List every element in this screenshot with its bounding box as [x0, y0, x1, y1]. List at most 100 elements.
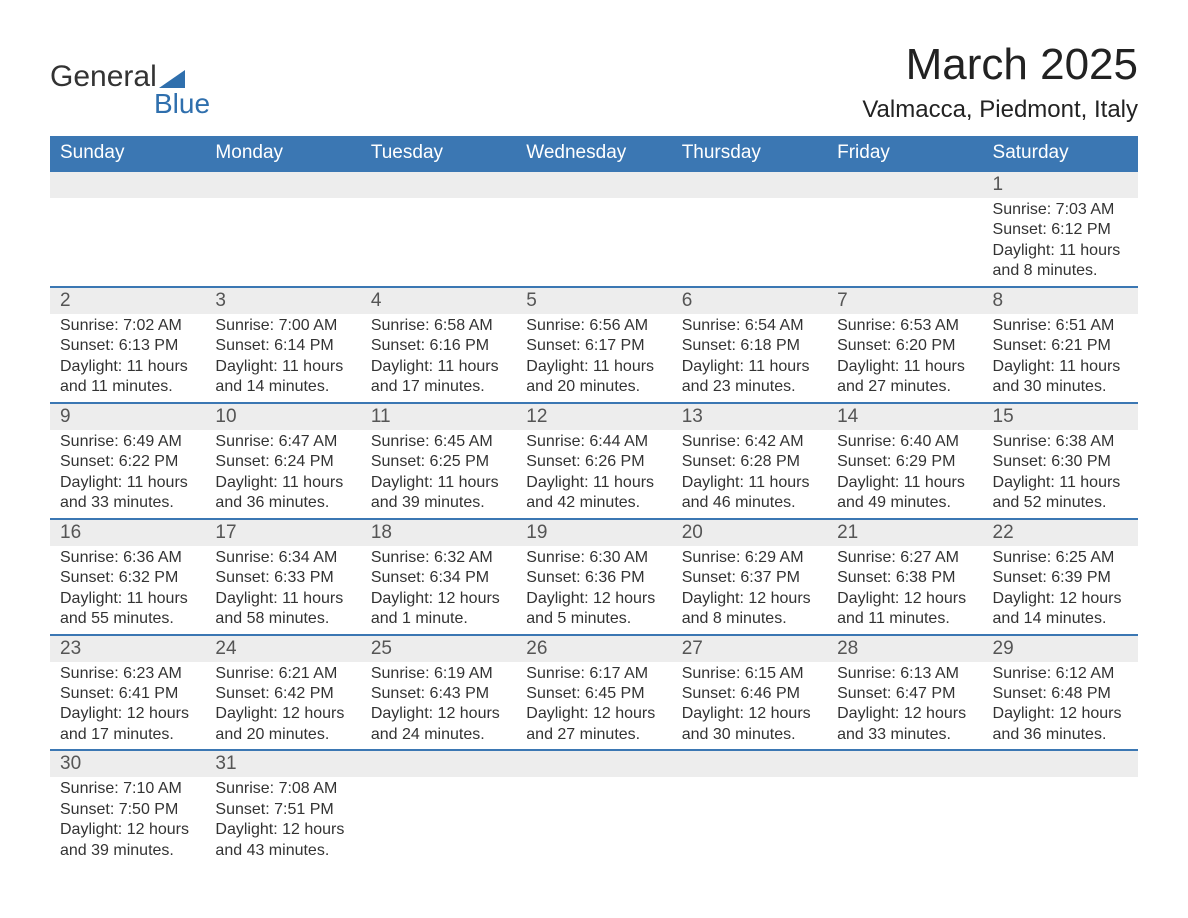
calendar-cell-daynum	[50, 171, 205, 198]
sunrise-text: Sunrise: 6:58 AM	[371, 316, 506, 336]
page-header: General Blue March 2025 Valmacca, Piedmo…	[50, 40, 1138, 124]
day-info: Sunrise: 6:34 AMSunset: 6:33 PMDaylight:…	[205, 546, 360, 634]
sunrise-text: Sunrise: 6:32 AM	[371, 548, 506, 568]
calendar-cell-daynum: 17	[205, 519, 360, 546]
sunset-text: Sunset: 6:29 PM	[837, 452, 972, 472]
day-number: 28	[827, 636, 982, 662]
sunrise-text: Sunrise: 6:49 AM	[60, 432, 195, 452]
day-number: 2	[50, 288, 205, 314]
calendar-cell-info	[516, 198, 671, 287]
day-number: 5	[516, 288, 671, 314]
calendar-cell-info	[516, 777, 671, 865]
daylight-text: Daylight: 12 hours and 1 minute.	[371, 589, 506, 630]
sunrise-text: Sunrise: 7:00 AM	[215, 316, 350, 336]
sunrise-text: Sunrise: 6:34 AM	[215, 548, 350, 568]
calendar-cell-daynum: 6	[672, 287, 827, 314]
day-info: Sunrise: 6:58 AMSunset: 6:16 PMDaylight:…	[361, 314, 516, 402]
sunrise-text: Sunrise: 6:56 AM	[526, 316, 661, 336]
daylight-text: Daylight: 11 hours and 23 minutes.	[682, 357, 817, 398]
calendar-cell-info: Sunrise: 7:08 AMSunset: 7:51 PMDaylight:…	[205, 777, 360, 865]
day-number: 13	[672, 404, 827, 430]
calendar-cell-info: Sunrise: 6:36 AMSunset: 6:32 PMDaylight:…	[50, 546, 205, 635]
day-number: 12	[516, 404, 671, 430]
sunrise-text: Sunrise: 6:53 AM	[837, 316, 972, 336]
calendar-cell-info: Sunrise: 6:23 AMSunset: 6:41 PMDaylight:…	[50, 662, 205, 751]
calendar-cell-daynum: 5	[516, 287, 671, 314]
day-number: 24	[205, 636, 360, 662]
daylight-text: Daylight: 11 hours and 14 minutes.	[215, 357, 350, 398]
day-number: 29	[983, 636, 1138, 662]
calendar-cell-info	[983, 777, 1138, 865]
day-of-week-header: Thursday	[672, 136, 827, 171]
calendar-cell-info	[672, 777, 827, 865]
week-info-row: Sunrise: 7:02 AMSunset: 6:13 PM Daylight:…	[50, 314, 1138, 403]
daylight-text: Daylight: 11 hours and 55 minutes.	[60, 589, 195, 630]
day-number: 3	[205, 288, 360, 314]
week-daynum-row: 2345678	[50, 287, 1138, 314]
day-of-week-header: Saturday	[983, 136, 1138, 171]
daylight-text: Daylight: 11 hours and 46 minutes.	[682, 473, 817, 514]
calendar-cell-info: Sunrise: 6:42 AMSunset: 6:28 PMDaylight:…	[672, 430, 827, 519]
daylight-text: Daylight: 11 hours and 20 minutes.	[526, 357, 661, 398]
daylight-text: Daylight: 11 hours and 39 minutes.	[371, 473, 506, 514]
daylight-text: Daylight: 12 hours and 30 minutes.	[682, 704, 817, 745]
day-info: Sunrise: 6:56 AMSunset: 6:17 PMDaylight:…	[516, 314, 671, 402]
day-info: Sunrise: 6:36 AMSunset: 6:32 PMDaylight:…	[50, 546, 205, 634]
calendar-cell-daynum: 26	[516, 635, 671, 662]
sunset-text: Sunset: 6:22 PM	[60, 452, 195, 472]
day-info: Sunrise: 6:13 AMSunset: 6:47 PMDaylight:…	[827, 662, 982, 750]
sunset-text: Sunset: 6:48 PM	[993, 684, 1128, 704]
calendar-cell-info: Sunrise: 7:00 AMSunset: 6:14 PMDaylight:…	[205, 314, 360, 403]
calendar-cell-daynum: 20	[672, 519, 827, 546]
day-number: 18	[361, 520, 516, 546]
day-number: 1	[983, 172, 1138, 198]
calendar-cell-daynum: 18	[361, 519, 516, 546]
day-info: Sunrise: 6:30 AMSunset: 6:36 PMDaylight:…	[516, 546, 671, 634]
daylight-text: Daylight: 11 hours and 30 minutes.	[993, 357, 1128, 398]
day-info: Sunrise: 6:19 AMSunset: 6:43 PMDaylight:…	[361, 662, 516, 750]
calendar-cell-info: Sunrise: 7:10 AMSunset: 7:50 PMDaylight:…	[50, 777, 205, 865]
day-number: 6	[672, 288, 827, 314]
daylight-text: Daylight: 12 hours and 24 minutes.	[371, 704, 506, 745]
daylight-text: Daylight: 11 hours and 17 minutes.	[371, 357, 506, 398]
sunset-text: Sunset: 6:34 PM	[371, 568, 506, 588]
week-info-row: Sunrise: 7:10 AMSunset: 7:50 PMDaylight:…	[50, 777, 1138, 865]
day-info: Sunrise: 6:45 AMSunset: 6:25 PMDaylight:…	[361, 430, 516, 518]
calendar-cell-daynum: 19	[516, 519, 671, 546]
sunrise-text: Sunrise: 7:10 AM	[60, 779, 195, 799]
daylight-text: Daylight: 11 hours and 33 minutes.	[60, 473, 195, 514]
day-number: 23	[50, 636, 205, 662]
sunrise-text: Sunrise: 6:47 AM	[215, 432, 350, 452]
logo: General Blue	[50, 60, 210, 120]
daylight-text: Daylight: 11 hours and 36 minutes.	[215, 473, 350, 514]
calendar-cell-info: Sunrise: 6:29 AMSunset: 6:37 PMDaylight:…	[672, 546, 827, 635]
calendar-cell-daynum	[361, 171, 516, 198]
day-info: Sunrise: 6:40 AMSunset: 6:29 PMDaylight:…	[827, 430, 982, 518]
sunset-text: Sunset: 6:30 PM	[993, 452, 1128, 472]
calendar-cell-daynum: 12	[516, 403, 671, 430]
calendar-cell-daynum: 10	[205, 403, 360, 430]
sunrise-text: Sunrise: 7:02 AM	[60, 316, 195, 336]
day-info: Sunrise: 6:53 AMSunset: 6:20 PMDaylight:…	[827, 314, 982, 402]
day-of-week-header: Friday	[827, 136, 982, 171]
sunset-text: Sunset: 6:13 PM	[60, 336, 195, 356]
calendar-cell-daynum: 16	[50, 519, 205, 546]
day-info: Sunrise: 6:27 AMSunset: 6:38 PMDaylight:…	[827, 546, 982, 634]
day-number: 17	[205, 520, 360, 546]
day-number: 27	[672, 636, 827, 662]
calendar-cell-daynum: 15	[983, 403, 1138, 430]
calendar-cell-info	[827, 198, 982, 287]
day-info: Sunrise: 6:17 AMSunset: 6:45 PMDaylight:…	[516, 662, 671, 750]
calendar-cell-daynum: 2	[50, 287, 205, 314]
calendar-cell-info: Sunrise: 7:02 AMSunset: 6:13 PMDaylight:…	[50, 314, 205, 403]
day-info: Sunrise: 6:54 AMSunset: 6:18 PMDaylight:…	[672, 314, 827, 402]
calendar-cell-daynum: 30	[50, 750, 205, 777]
day-info: Sunrise: 7:00 AMSunset: 6:14 PMDaylight:…	[205, 314, 360, 402]
day-info: Sunrise: 6:44 AMSunset: 6:26 PMDaylight:…	[516, 430, 671, 518]
daylight-text: Daylight: 11 hours and 27 minutes.	[837, 357, 972, 398]
logo-triangle-icon	[159, 70, 185, 88]
sunrise-text: Sunrise: 6:27 AM	[837, 548, 972, 568]
sunset-text: Sunset: 6:37 PM	[682, 568, 817, 588]
sunset-text: Sunset: 6:21 PM	[993, 336, 1128, 356]
day-info: Sunrise: 7:10 AMSunset: 7:50 PMDaylight:…	[50, 777, 205, 865]
